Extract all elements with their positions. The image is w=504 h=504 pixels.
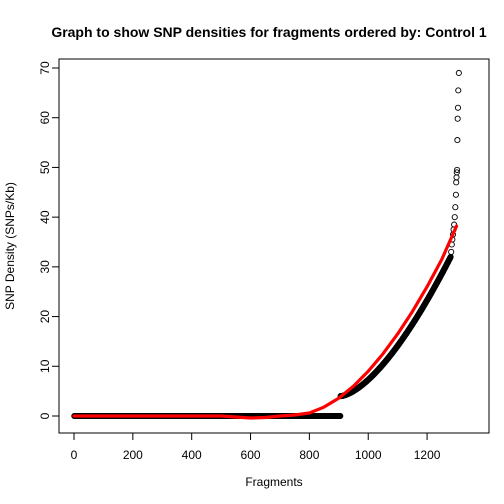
y-tick-label: 10	[38, 359, 52, 373]
x-tick-label: 200	[123, 448, 143, 462]
x-tick-label: 0	[71, 448, 78, 462]
data-point	[454, 115, 461, 122]
x-tick-label: 1200	[414, 448, 441, 462]
data-point	[453, 174, 460, 181]
data-point	[455, 69, 462, 77]
data-point	[454, 137, 461, 144]
plot-frame	[58, 58, 490, 434]
y-axis: 0 10 20 30 40 50 60 70	[38, 61, 60, 419]
trend-line	[72, 224, 459, 420]
data-point	[455, 87, 462, 94]
y-tick-label: 70	[38, 61, 52, 75]
x-axis: 0 200 400 600 800 1000 1200	[71, 432, 441, 462]
data-point	[453, 169, 460, 176]
data-points	[71, 69, 462, 420]
x-tick-label: 400	[182, 448, 202, 462]
y-tick-label: 30	[38, 260, 52, 274]
data-point	[451, 214, 458, 221]
data-point	[452, 191, 459, 198]
x-axis-label: Fragments	[245, 475, 302, 489]
data-point	[337, 412, 344, 420]
data-point	[453, 179, 460, 186]
y-axis-label: SNP Density (SNPs/Kb)	[3, 182, 17, 310]
y-tick-label: 60	[38, 111, 52, 125]
data-point	[452, 204, 459, 211]
data-point	[454, 166, 461, 173]
y-tick-label: 50	[38, 160, 52, 174]
x-tick-label: 1000	[355, 448, 382, 462]
x-tick-label: 800	[299, 448, 319, 462]
chart-title: Graph to show SNP densities for fragment…	[51, 24, 487, 40]
data-point	[454, 104, 462, 111]
y-tick-label: 40	[38, 210, 52, 224]
y-tick-label: 0	[38, 412, 52, 419]
x-tick-label: 600	[241, 448, 261, 462]
trend-line-group	[72, 224, 459, 420]
data-point	[448, 248, 455, 255]
y-tick-label: 20	[38, 310, 52, 324]
